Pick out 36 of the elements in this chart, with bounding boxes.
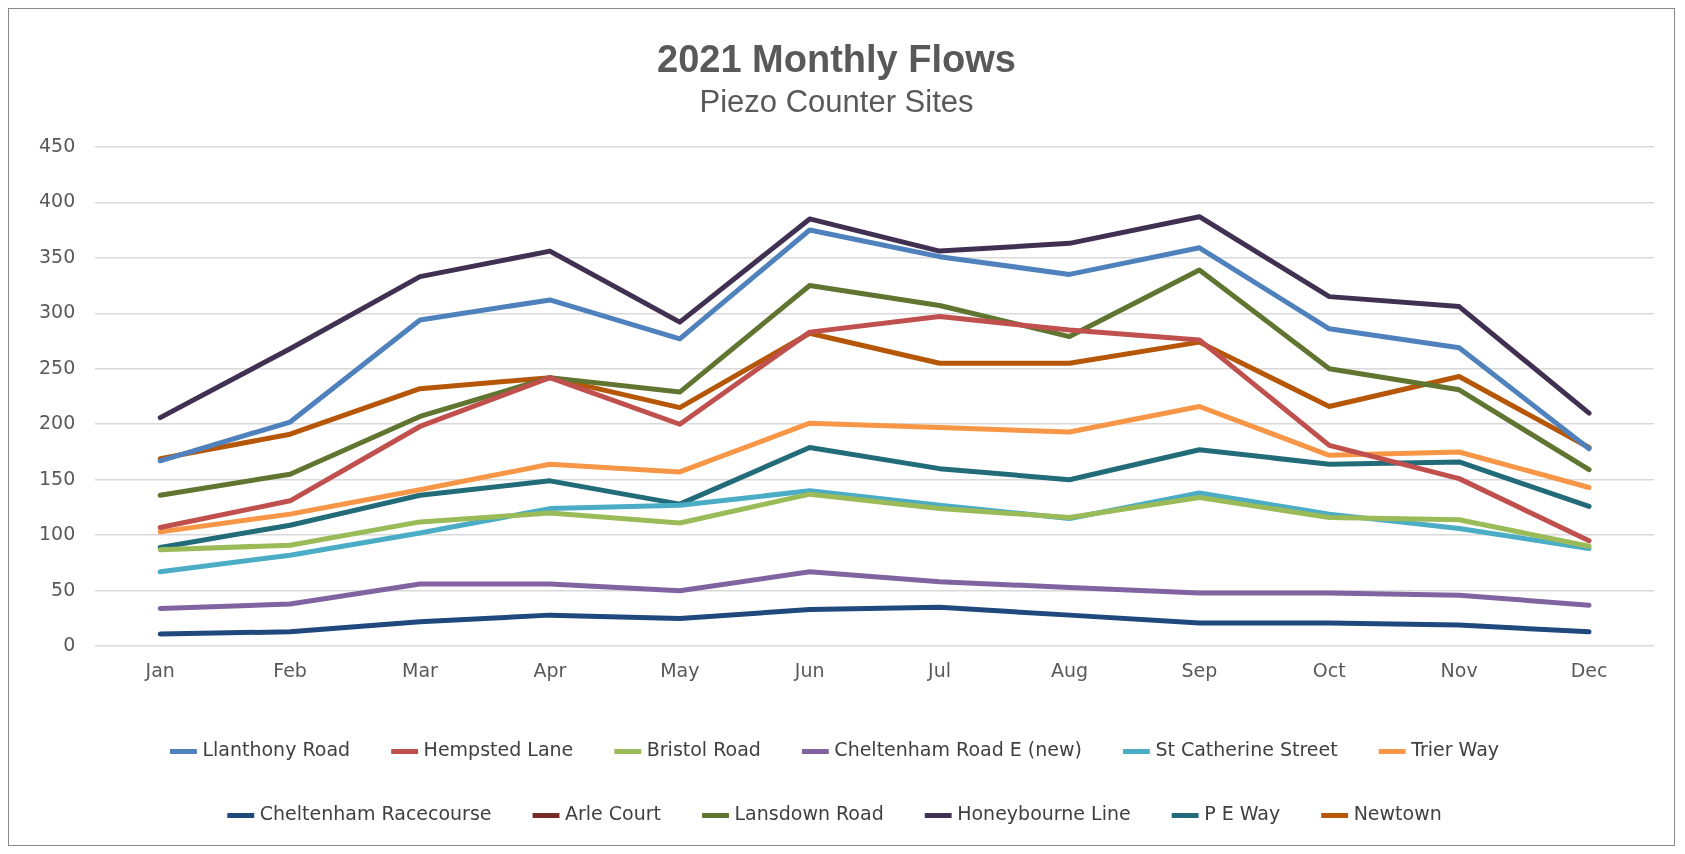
legend-label: Hempsted Lane [423,738,574,761]
legend-label: Arle Court [565,802,662,825]
y-tick-label: 50 [51,577,76,600]
x-tick-label: Mar [402,658,439,681]
legend-label: Newtown [1353,802,1442,825]
y-tick-label: 0 [63,633,76,656]
x-tick-label: Apr [533,658,567,681]
legend-label: Cheltenham Racecourse [259,802,492,825]
x-tick-label: May [660,658,700,681]
x-tick-label: Sep [1181,658,1218,681]
x-tick-label: Feb [273,658,307,681]
legend-label: Llanthony Road [202,738,351,761]
y-tick-label: 100 [39,522,76,545]
y-tick-label: 250 [39,355,76,378]
legend-label: Lansdown Road [734,802,884,825]
chart-subtitle: Piezo Counter Sites [699,83,974,119]
y-tick-label: 350 [39,244,76,267]
x-tick-label: Dec [1570,658,1608,681]
legend-label: Bristol Road [646,738,761,761]
chart-title: 2021 Monthly Flows [657,38,1016,81]
x-tick-label: Jun [793,658,825,681]
y-tick-label: 150 [39,466,76,489]
y-tick-label: 300 [39,300,76,323]
legend-label: P E Way [1204,802,1281,825]
legend-label: Trier Way [1410,738,1500,761]
x-tick-label: Nov [1440,658,1478,681]
x-tick-label: Aug [1050,658,1089,681]
y-tick-label: 450 [39,133,76,156]
x-tick-label: Jul [927,658,952,681]
legend-label: St Catherine Street [1155,738,1338,761]
legend-label: Cheltenham Road E (new) [834,738,1082,761]
x-tick-label: Jan [144,658,175,681]
legend-label: Honeybourne Line [957,802,1131,825]
y-tick-label: 400 [39,189,76,212]
x-tick-label: Oct [1312,658,1346,681]
y-tick-label: 200 [39,411,76,434]
